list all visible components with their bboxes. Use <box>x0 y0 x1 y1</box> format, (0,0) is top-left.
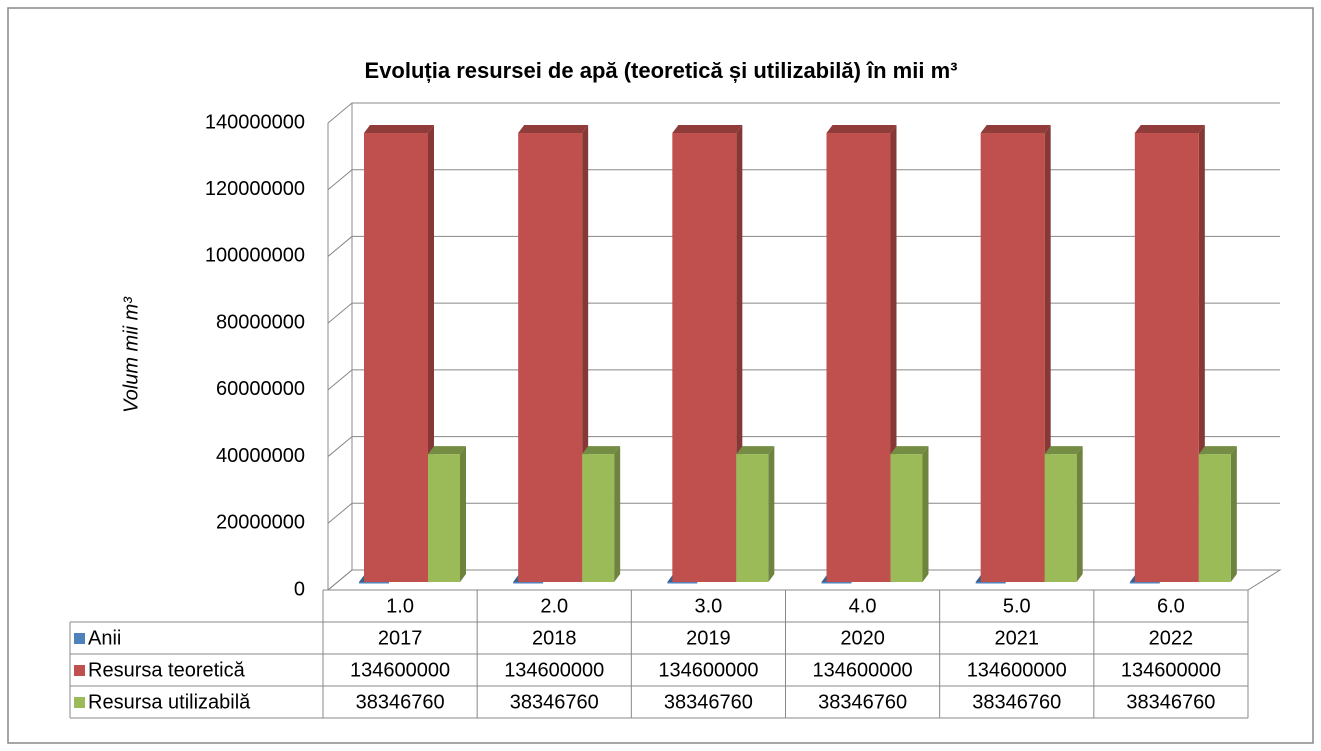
bar-front <box>518 133 583 582</box>
x-tick-label: 1.0 <box>386 595 414 617</box>
table-value: 38346760 <box>664 691 753 713</box>
y-tick-label: 100000000 <box>205 245 305 267</box>
table-value: 134600000 <box>1121 659 1221 681</box>
table-value: 134600000 <box>967 659 1067 681</box>
table-value: 2017 <box>378 627 423 649</box>
grid-line <box>327 369 1280 391</box>
bar <box>980 125 1051 583</box>
y-axis-label: Volum mii m³ <box>120 296 142 413</box>
bar-side <box>1076 446 1083 582</box>
table-value: 2020 <box>840 627 885 649</box>
legend-label: Anii <box>88 627 121 649</box>
x-tick-label: 2.0 <box>540 595 568 617</box>
bar-front <box>1044 454 1077 582</box>
bar-top <box>672 125 743 134</box>
bar-front <box>1129 581 1160 584</box>
table-value: 134600000 <box>504 659 604 681</box>
chart-title: Evoluția resursei de apă (teoretică și u… <box>365 58 958 83</box>
bar-front <box>428 454 460 582</box>
y-tick-label: 140000000 <box>205 111 305 133</box>
bar <box>672 125 743 583</box>
bar-front <box>1134 133 1199 582</box>
table-value: 2019 <box>686 627 731 649</box>
table-value: 38346760 <box>1126 691 1215 713</box>
legend-label: Resursa utilizabilă <box>88 691 251 713</box>
bar-side <box>922 446 929 582</box>
y-tick-label: 120000000 <box>205 178 305 200</box>
bar <box>1198 446 1237 582</box>
y-tick-label: 40000000 <box>216 445 305 467</box>
bar-top <box>582 446 621 455</box>
bar-front <box>821 581 852 584</box>
bar <box>428 446 466 582</box>
table-value: 38346760 <box>510 691 599 713</box>
x-tick-label: 4.0 <box>849 595 877 617</box>
table-value: 38346760 <box>356 691 445 713</box>
table-value: 134600000 <box>813 659 913 681</box>
bar-side <box>768 446 775 582</box>
bar-top <box>736 446 775 455</box>
bar-side <box>614 446 621 582</box>
bar-top <box>428 446 466 455</box>
bar <box>364 125 434 583</box>
bar <box>582 446 621 582</box>
legend-key <box>74 665 85 676</box>
legend-key <box>74 633 85 644</box>
bar-front <box>513 581 544 584</box>
legend-key <box>74 697 85 708</box>
bar <box>736 446 775 582</box>
bar-top <box>364 125 434 134</box>
y-tick-label: 0 <box>294 578 305 600</box>
grid-line <box>327 569 1280 591</box>
table-value: 2022 <box>1149 627 1194 649</box>
bar-front <box>582 454 615 582</box>
grid-line <box>327 436 1280 457</box>
bar-top <box>1198 446 1237 455</box>
y-tick-label: 20000000 <box>216 512 305 534</box>
grid-line <box>327 169 1280 191</box>
bar-front <box>672 133 737 582</box>
bar <box>890 446 929 582</box>
legend-label: Resursa teoretică <box>88 659 246 681</box>
bar-top <box>1044 446 1083 455</box>
bar-side <box>1230 446 1237 582</box>
table-value: 38346760 <box>818 691 907 713</box>
bar-front <box>826 133 891 582</box>
bar-front <box>364 133 428 582</box>
bar-front <box>975 581 1006 584</box>
table-value: 2018 <box>532 627 577 649</box>
bar-front <box>980 133 1045 582</box>
grid-line <box>327 502 1280 524</box>
bar-top <box>890 446 929 455</box>
bar-top <box>826 125 897 134</box>
table-value: 2021 <box>995 627 1040 649</box>
x-tick-label: 3.0 <box>695 595 723 617</box>
y-tick-label: 80000000 <box>216 311 305 333</box>
bar-front <box>736 454 769 582</box>
x-tick-label: 5.0 <box>1003 595 1031 617</box>
bar-front <box>667 581 698 584</box>
y-tick-label: 60000000 <box>216 378 305 400</box>
grid-line <box>327 235 1280 257</box>
bar-top <box>1134 125 1205 134</box>
table-value: 134600000 <box>658 659 758 681</box>
grid-line <box>327 102 1280 124</box>
x-tick-label: 6.0 <box>1157 595 1185 617</box>
table-value: 38346760 <box>972 691 1061 713</box>
bar-side <box>460 446 466 582</box>
bar-top <box>980 125 1051 134</box>
chart-frame <box>7 7 1314 744</box>
grid-line <box>327 302 1280 324</box>
table-value: 134600000 <box>350 659 450 681</box>
bar <box>518 125 589 583</box>
bar-front <box>359 581 389 584</box>
bar-top <box>518 125 589 134</box>
bar <box>826 125 897 583</box>
bar <box>1044 446 1083 582</box>
bar <box>1134 125 1205 583</box>
bar-front <box>890 454 923 582</box>
bar-front <box>1198 454 1231 582</box>
